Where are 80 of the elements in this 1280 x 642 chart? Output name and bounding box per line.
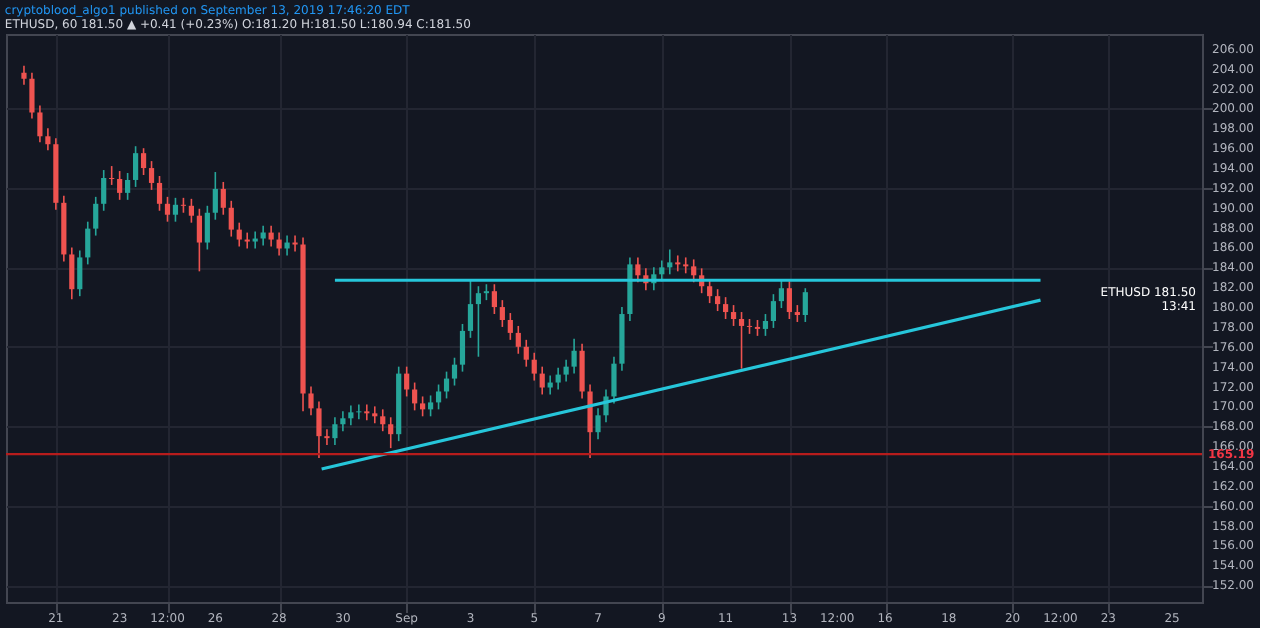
candlestick — [762, 313, 769, 337]
candlestick — [595, 407, 601, 440]
candlestick — [427, 394, 434, 418]
candlestick — [117, 170, 123, 201]
candlestick — [475, 285, 482, 358]
candlestick — [491, 283, 497, 315]
candlestick — [332, 416, 338, 446]
candlestick — [45, 127, 51, 151]
candlestick — [236, 221, 242, 248]
candlestick — [563, 358, 569, 383]
candlestick — [722, 296, 729, 320]
candlestick — [21, 64, 27, 86]
candlestick — [579, 343, 585, 400]
candlestick — [611, 355, 617, 405]
candlestick — [523, 339, 529, 368]
candlestick — [507, 312, 513, 341]
candlestick — [443, 370, 450, 400]
candlestick — [268, 224, 274, 248]
candlestick — [284, 234, 290, 257]
candlestick — [420, 395, 426, 418]
candlestick — [244, 231, 250, 250]
candlestick — [308, 385, 314, 417]
candlestick — [388, 416, 394, 449]
candlestick — [499, 299, 505, 328]
candlestick — [109, 165, 115, 186]
candlestick — [770, 293, 777, 329]
candlestick — [93, 196, 99, 237]
candlestick — [37, 104, 43, 144]
candlestick — [132, 145, 139, 188]
candlestick — [172, 197, 179, 223]
candlestick — [156, 175, 163, 212]
candlestick — [348, 404, 354, 427]
candlestick — [515, 325, 521, 355]
candlestick — [372, 405, 378, 425]
candlestick — [802, 287, 808, 323]
candlestick — [164, 196, 171, 223]
candlestick — [292, 234, 298, 253]
candlestick — [587, 383, 593, 459]
candlestick — [730, 304, 737, 327]
candlestick — [571, 338, 577, 375]
candlestick — [316, 400, 322, 459]
candlestick — [547, 374, 553, 396]
candlestick — [715, 288, 721, 312]
candlestick — [435, 383, 442, 411]
candlestick — [228, 200, 234, 238]
candlestick — [451, 356, 458, 387]
candlestick — [188, 198, 194, 224]
candlestick — [675, 254, 681, 273]
candlestick — [380, 408, 386, 432]
candlestick — [356, 403, 362, 421]
candlestick — [340, 410, 346, 432]
candlestick — [404, 365, 410, 398]
candlestick — [459, 323, 466, 373]
candlestick — [77, 249, 83, 297]
candlestick — [324, 428, 330, 446]
candlestick — [220, 181, 226, 216]
candlestick — [778, 278, 784, 309]
candlestick — [555, 366, 561, 391]
candlestick — [204, 204, 210, 251]
candlestick — [539, 365, 545, 396]
candlestick — [364, 403, 370, 422]
candlestick — [140, 147, 147, 176]
candlestick — [467, 278, 474, 339]
candlestick — [212, 171, 218, 221]
candlestick — [69, 246, 75, 300]
candlestick — [85, 220, 91, 266]
candlestick — [786, 280, 792, 320]
candlestick — [667, 248, 673, 276]
candlestick — [196, 207, 202, 273]
candlestick — [252, 230, 258, 250]
candlestick — [412, 381, 418, 412]
candlestick — [260, 224, 266, 247]
candlestick — [29, 71, 35, 120]
candlestick — [148, 160, 155, 191]
candlestick — [683, 256, 689, 275]
candlestick — [635, 256, 641, 284]
candlestick — [531, 351, 537, 382]
candlestick — [738, 311, 745, 370]
candlestick — [101, 169, 107, 212]
candlestick — [125, 172, 131, 201]
